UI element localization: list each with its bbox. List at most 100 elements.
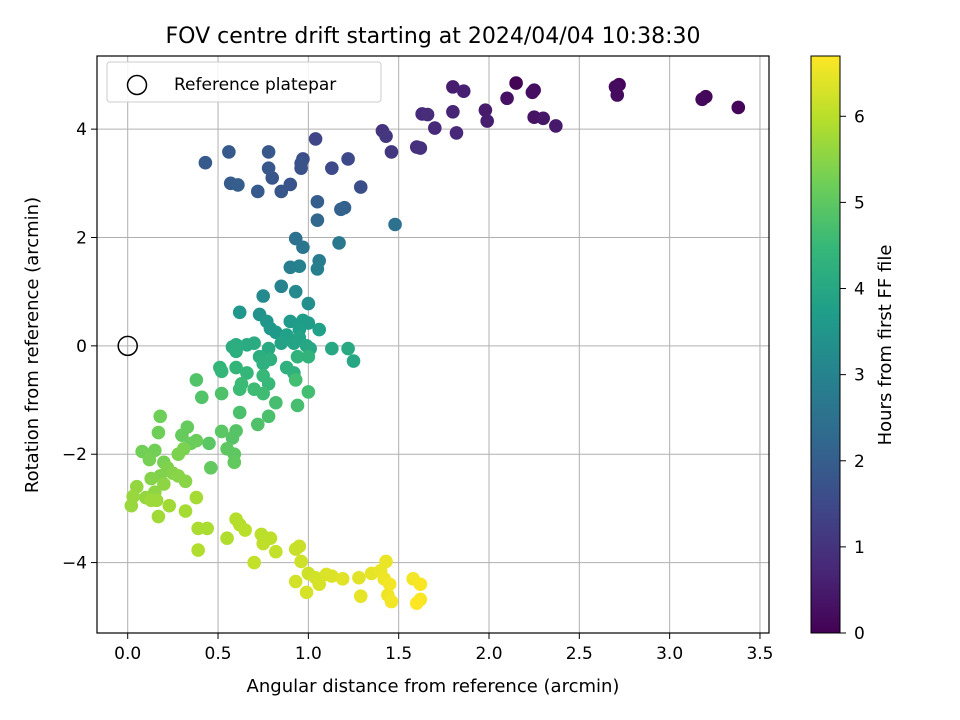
data-point bbox=[274, 279, 289, 294]
data-point bbox=[332, 236, 346, 250]
data-point bbox=[225, 431, 240, 445]
data-point bbox=[384, 594, 399, 609]
data-point bbox=[153, 409, 168, 424]
data-point bbox=[162, 498, 177, 513]
data-point bbox=[149, 493, 164, 508]
data-point bbox=[189, 373, 204, 387]
data-point bbox=[352, 570, 366, 585]
y-tick-label: −2 bbox=[62, 445, 87, 465]
data-point bbox=[353, 589, 368, 603]
x-axis-ticks: 0.0 0.5 1.0 1.5 2.0 2.5 3.0 3.5 bbox=[114, 633, 773, 664]
data-point bbox=[288, 284, 303, 299]
data-point bbox=[256, 356, 270, 371]
data-point bbox=[413, 141, 428, 155]
data-point bbox=[144, 471, 158, 486]
data-point bbox=[446, 80, 460, 94]
y-tick-label: 2 bbox=[76, 228, 87, 248]
data-point bbox=[346, 354, 361, 368]
chart-title: FOV centre drift starting at 2024/04/04 … bbox=[166, 24, 701, 49]
data-point bbox=[379, 554, 393, 569]
x-tick-label: 3.0 bbox=[656, 644, 683, 664]
data-point bbox=[261, 341, 276, 356]
data-point bbox=[232, 382, 247, 396]
data-point bbox=[124, 498, 139, 513]
legend-box bbox=[106, 61, 382, 103]
data-point bbox=[176, 441, 191, 456]
y-axis-ticks: −4 −2 0 2 4 bbox=[62, 120, 97, 574]
data-point bbox=[480, 114, 494, 128]
data-point bbox=[428, 121, 442, 135]
reference-platepar-marker bbox=[117, 335, 138, 357]
data-point bbox=[269, 395, 283, 410]
data-point bbox=[220, 531, 234, 545]
data-point bbox=[214, 364, 229, 379]
data-point bbox=[240, 366, 254, 380]
data-point bbox=[536, 111, 550, 126]
colorbar-tick-label: 6 bbox=[854, 107, 865, 127]
data-point bbox=[142, 452, 157, 467]
data-point bbox=[175, 428, 189, 443]
reference-marker-group bbox=[117, 335, 138, 357]
colorbar-tick-label: 1 bbox=[854, 538, 865, 558]
data-point bbox=[247, 555, 261, 570]
data-point bbox=[178, 504, 193, 518]
data-point bbox=[261, 409, 276, 424]
data-point bbox=[301, 349, 316, 364]
data-point bbox=[509, 76, 523, 90]
data-point bbox=[301, 385, 316, 399]
data-point bbox=[308, 132, 323, 146]
data-point bbox=[157, 477, 171, 491]
data-point bbox=[200, 521, 214, 536]
data-point bbox=[231, 178, 245, 192]
data-point bbox=[413, 577, 428, 592]
scatter-points bbox=[124, 76, 746, 611]
data-point bbox=[189, 433, 204, 448]
data-point bbox=[288, 574, 303, 589]
data-point bbox=[151, 509, 166, 524]
legend-reference-marker bbox=[126, 74, 148, 96]
data-point bbox=[269, 325, 283, 340]
data-point bbox=[500, 91, 514, 106]
data-point bbox=[229, 344, 243, 359]
data-point bbox=[240, 337, 254, 352]
data-point bbox=[341, 152, 355, 166]
data-point bbox=[256, 289, 270, 303]
data-point bbox=[301, 296, 316, 311]
x-tick-label: 3.5 bbox=[746, 644, 773, 664]
data-point bbox=[178, 474, 193, 489]
colorbar-ticks: 0 1 2 3 4 5 6 bbox=[840, 107, 865, 644]
data-point bbox=[420, 107, 435, 122]
data-point bbox=[189, 490, 204, 505]
data-point bbox=[194, 390, 209, 405]
data-point bbox=[310, 213, 325, 227]
colorbar-tick-label: 4 bbox=[854, 280, 865, 300]
data-point bbox=[292, 539, 307, 554]
data-point bbox=[388, 217, 402, 232]
data-point bbox=[294, 156, 308, 171]
data-point bbox=[269, 544, 283, 559]
data-point bbox=[384, 145, 399, 159]
data-point bbox=[296, 240, 310, 255]
data-point bbox=[335, 572, 350, 586]
data-point bbox=[409, 596, 424, 611]
data-point bbox=[198, 155, 213, 170]
x-tick-label: 0.5 bbox=[205, 644, 232, 664]
data-point bbox=[608, 80, 623, 94]
data-point bbox=[232, 305, 247, 320]
data-point bbox=[325, 161, 339, 175]
data-point bbox=[283, 314, 298, 329]
x-tick-label: 1.5 bbox=[385, 644, 412, 664]
data-point bbox=[288, 373, 303, 387]
data-point bbox=[456, 84, 471, 99]
data-point bbox=[325, 341, 339, 356]
legend: Reference platepar bbox=[106, 61, 382, 103]
data-point bbox=[229, 360, 243, 375]
data-point bbox=[299, 585, 314, 600]
data-point bbox=[202, 436, 216, 451]
y-tick-label: −4 bbox=[62, 554, 87, 574]
data-point bbox=[256, 386, 270, 401]
data-point bbox=[191, 543, 205, 557]
data-point bbox=[312, 577, 326, 592]
data-point bbox=[238, 523, 252, 537]
